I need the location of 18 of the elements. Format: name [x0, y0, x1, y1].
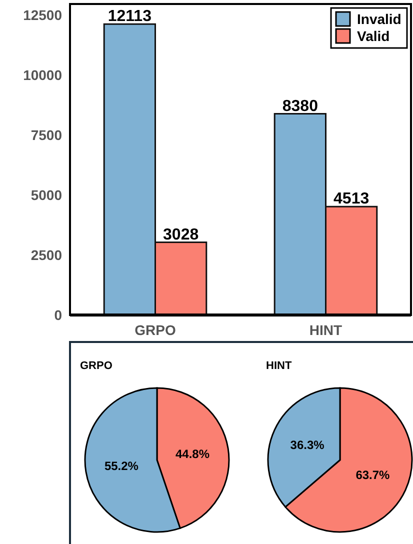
chart-title: HINT	[266, 360, 292, 372]
data-label: 36.3%	[290, 438, 325, 452]
y-tick-label: 12500	[23, 6, 62, 23]
data-label: 8380	[282, 98, 318, 115]
y-tick-label: 10000	[23, 66, 62, 83]
data-label: 12113	[108, 8, 152, 26]
data-label: 3028	[163, 226, 199, 244]
y-tick-label: 0	[54, 307, 62, 323]
y-tick-label: 7500	[30, 126, 62, 143]
data-label: 44.8%	[176, 447, 210, 462]
chart-title: GRPO	[80, 360, 113, 372]
legend-label: Invalid	[357, 11, 402, 27]
data-label: 4513	[334, 190, 370, 208]
legend-label: Valid	[357, 28, 390, 44]
y-tick-label: 5000	[30, 186, 62, 203]
data-label: 63.7%	[356, 468, 390, 482]
data-label: 55.2%	[104, 458, 139, 473]
y-tick-label: 2500	[30, 246, 62, 263]
